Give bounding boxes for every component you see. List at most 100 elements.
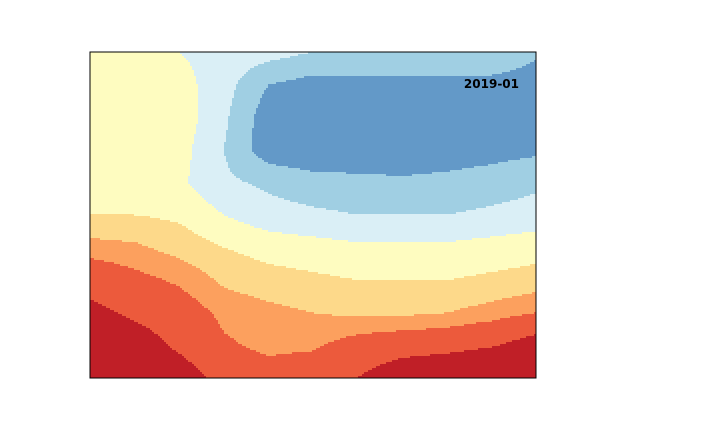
contour-band-6 xyxy=(532,292,536,295)
contour-band-1 xyxy=(256,110,536,113)
contour-band-1 xyxy=(252,136,536,139)
contour-band-2 xyxy=(228,162,269,165)
contour-band-6 xyxy=(414,314,523,317)
contour-band-5 xyxy=(90,218,161,221)
contour-band-6 xyxy=(134,268,201,271)
contour-band-4 xyxy=(90,72,195,75)
contour-band-4 xyxy=(90,120,199,123)
contour-band-8 xyxy=(362,374,536,377)
contour-band-3 xyxy=(524,196,536,199)
contour-band-7 xyxy=(312,350,465,353)
contour-band-4 xyxy=(90,98,199,101)
contour-band-7 xyxy=(426,328,536,331)
contour-band-8 xyxy=(90,300,95,303)
contour-band-2 xyxy=(244,74,493,77)
contour-band-2 xyxy=(224,152,255,155)
contour-band-2 xyxy=(306,204,495,207)
contour-band-4 xyxy=(90,68,193,71)
contour-band-3 xyxy=(190,168,231,171)
contour-band-8 xyxy=(90,314,123,317)
contour-band-6 xyxy=(460,308,536,311)
contour-band-5 xyxy=(530,264,536,267)
contour-band-8 xyxy=(90,368,199,371)
contour-band-4 xyxy=(90,196,203,199)
contour-band-4 xyxy=(90,142,195,145)
contour-band-2 xyxy=(298,54,536,57)
contour-band-7 xyxy=(90,298,197,301)
contour-band-1 xyxy=(260,102,536,105)
contour-band-5 xyxy=(188,262,267,265)
contour-band-2 xyxy=(226,140,253,143)
contour-band-7 xyxy=(192,362,387,365)
contour-band-4 xyxy=(90,110,199,113)
contour-band-4 xyxy=(182,224,251,227)
contour-band-1 xyxy=(252,146,536,149)
contour-band-2 xyxy=(280,58,536,61)
contour-band-4 xyxy=(90,76,197,79)
contour-band-1 xyxy=(252,148,536,151)
contour-band-1 xyxy=(254,118,536,121)
contour-band-5 xyxy=(170,254,245,257)
contour-band-3 xyxy=(190,164,229,167)
contour-band-3 xyxy=(476,208,536,211)
contour-band-4 xyxy=(90,100,199,103)
contour-band-4 xyxy=(90,206,215,209)
contour-band-6 xyxy=(214,316,511,319)
contour-band-6 xyxy=(196,298,261,301)
contour-band-2 xyxy=(236,84,269,87)
contour-band-3 xyxy=(494,204,536,207)
contour-band-4 xyxy=(90,148,193,151)
contour-band-2 xyxy=(230,108,257,111)
contour-band-7 xyxy=(334,340,513,343)
contour-band-1 xyxy=(252,142,536,145)
contour-band-8 xyxy=(90,308,111,311)
contour-band-5 xyxy=(90,222,179,225)
contour-band-3 xyxy=(196,132,227,135)
contour-band-1 xyxy=(276,82,536,85)
contour-band-5 xyxy=(254,296,513,299)
contour-band-3 xyxy=(192,150,225,153)
contour-band-4 xyxy=(90,212,223,215)
contour-band-8 xyxy=(90,312,119,315)
contour-band-5 xyxy=(90,216,151,219)
contour-band-2 xyxy=(258,64,527,67)
contour-band-5 xyxy=(158,250,235,253)
contour-band-6 xyxy=(90,244,143,247)
contour-band-6 xyxy=(180,286,225,289)
contour-band-4 xyxy=(90,172,191,175)
contour-band-3 xyxy=(510,200,536,203)
contour-band-2 xyxy=(228,120,255,123)
contour-band-1 xyxy=(252,134,536,137)
contour-band-7 xyxy=(464,324,536,327)
contour-band-4 xyxy=(90,184,191,187)
contour-band-4 xyxy=(90,56,185,59)
contour-band-7 xyxy=(164,340,237,343)
contour-band-2 xyxy=(230,110,257,113)
contour-band-7 xyxy=(324,344,501,347)
contour-band-3 xyxy=(212,204,307,207)
contour-band-4 xyxy=(186,226,255,229)
contour-band-7 xyxy=(90,292,189,295)
contour-band-6 xyxy=(256,350,313,353)
contour-band-3 xyxy=(298,234,507,237)
contour-band-7 xyxy=(356,334,535,337)
contour-band-5 xyxy=(90,224,183,227)
contour-band-3 xyxy=(198,92,235,95)
contour-band-3 xyxy=(196,124,229,127)
contour-band-5 xyxy=(220,284,536,287)
contour-band-1 xyxy=(310,170,451,173)
contour-band-4 xyxy=(90,168,191,171)
contour-band-3 xyxy=(190,172,233,175)
contour-band-7 xyxy=(134,320,219,323)
contour-band-3 xyxy=(194,74,245,77)
contour-band-5 xyxy=(90,220,171,223)
contour-band-6 xyxy=(478,304,536,307)
contour-band-8 xyxy=(358,376,536,378)
contour-band-2 xyxy=(226,134,253,137)
contour-band-4 xyxy=(90,154,193,157)
contour-band-4 xyxy=(90,188,195,191)
contour-band-7 xyxy=(90,296,193,299)
contour-band-7 xyxy=(476,322,536,325)
contour-band-3 xyxy=(198,86,237,89)
contour-band-3 xyxy=(198,106,231,109)
